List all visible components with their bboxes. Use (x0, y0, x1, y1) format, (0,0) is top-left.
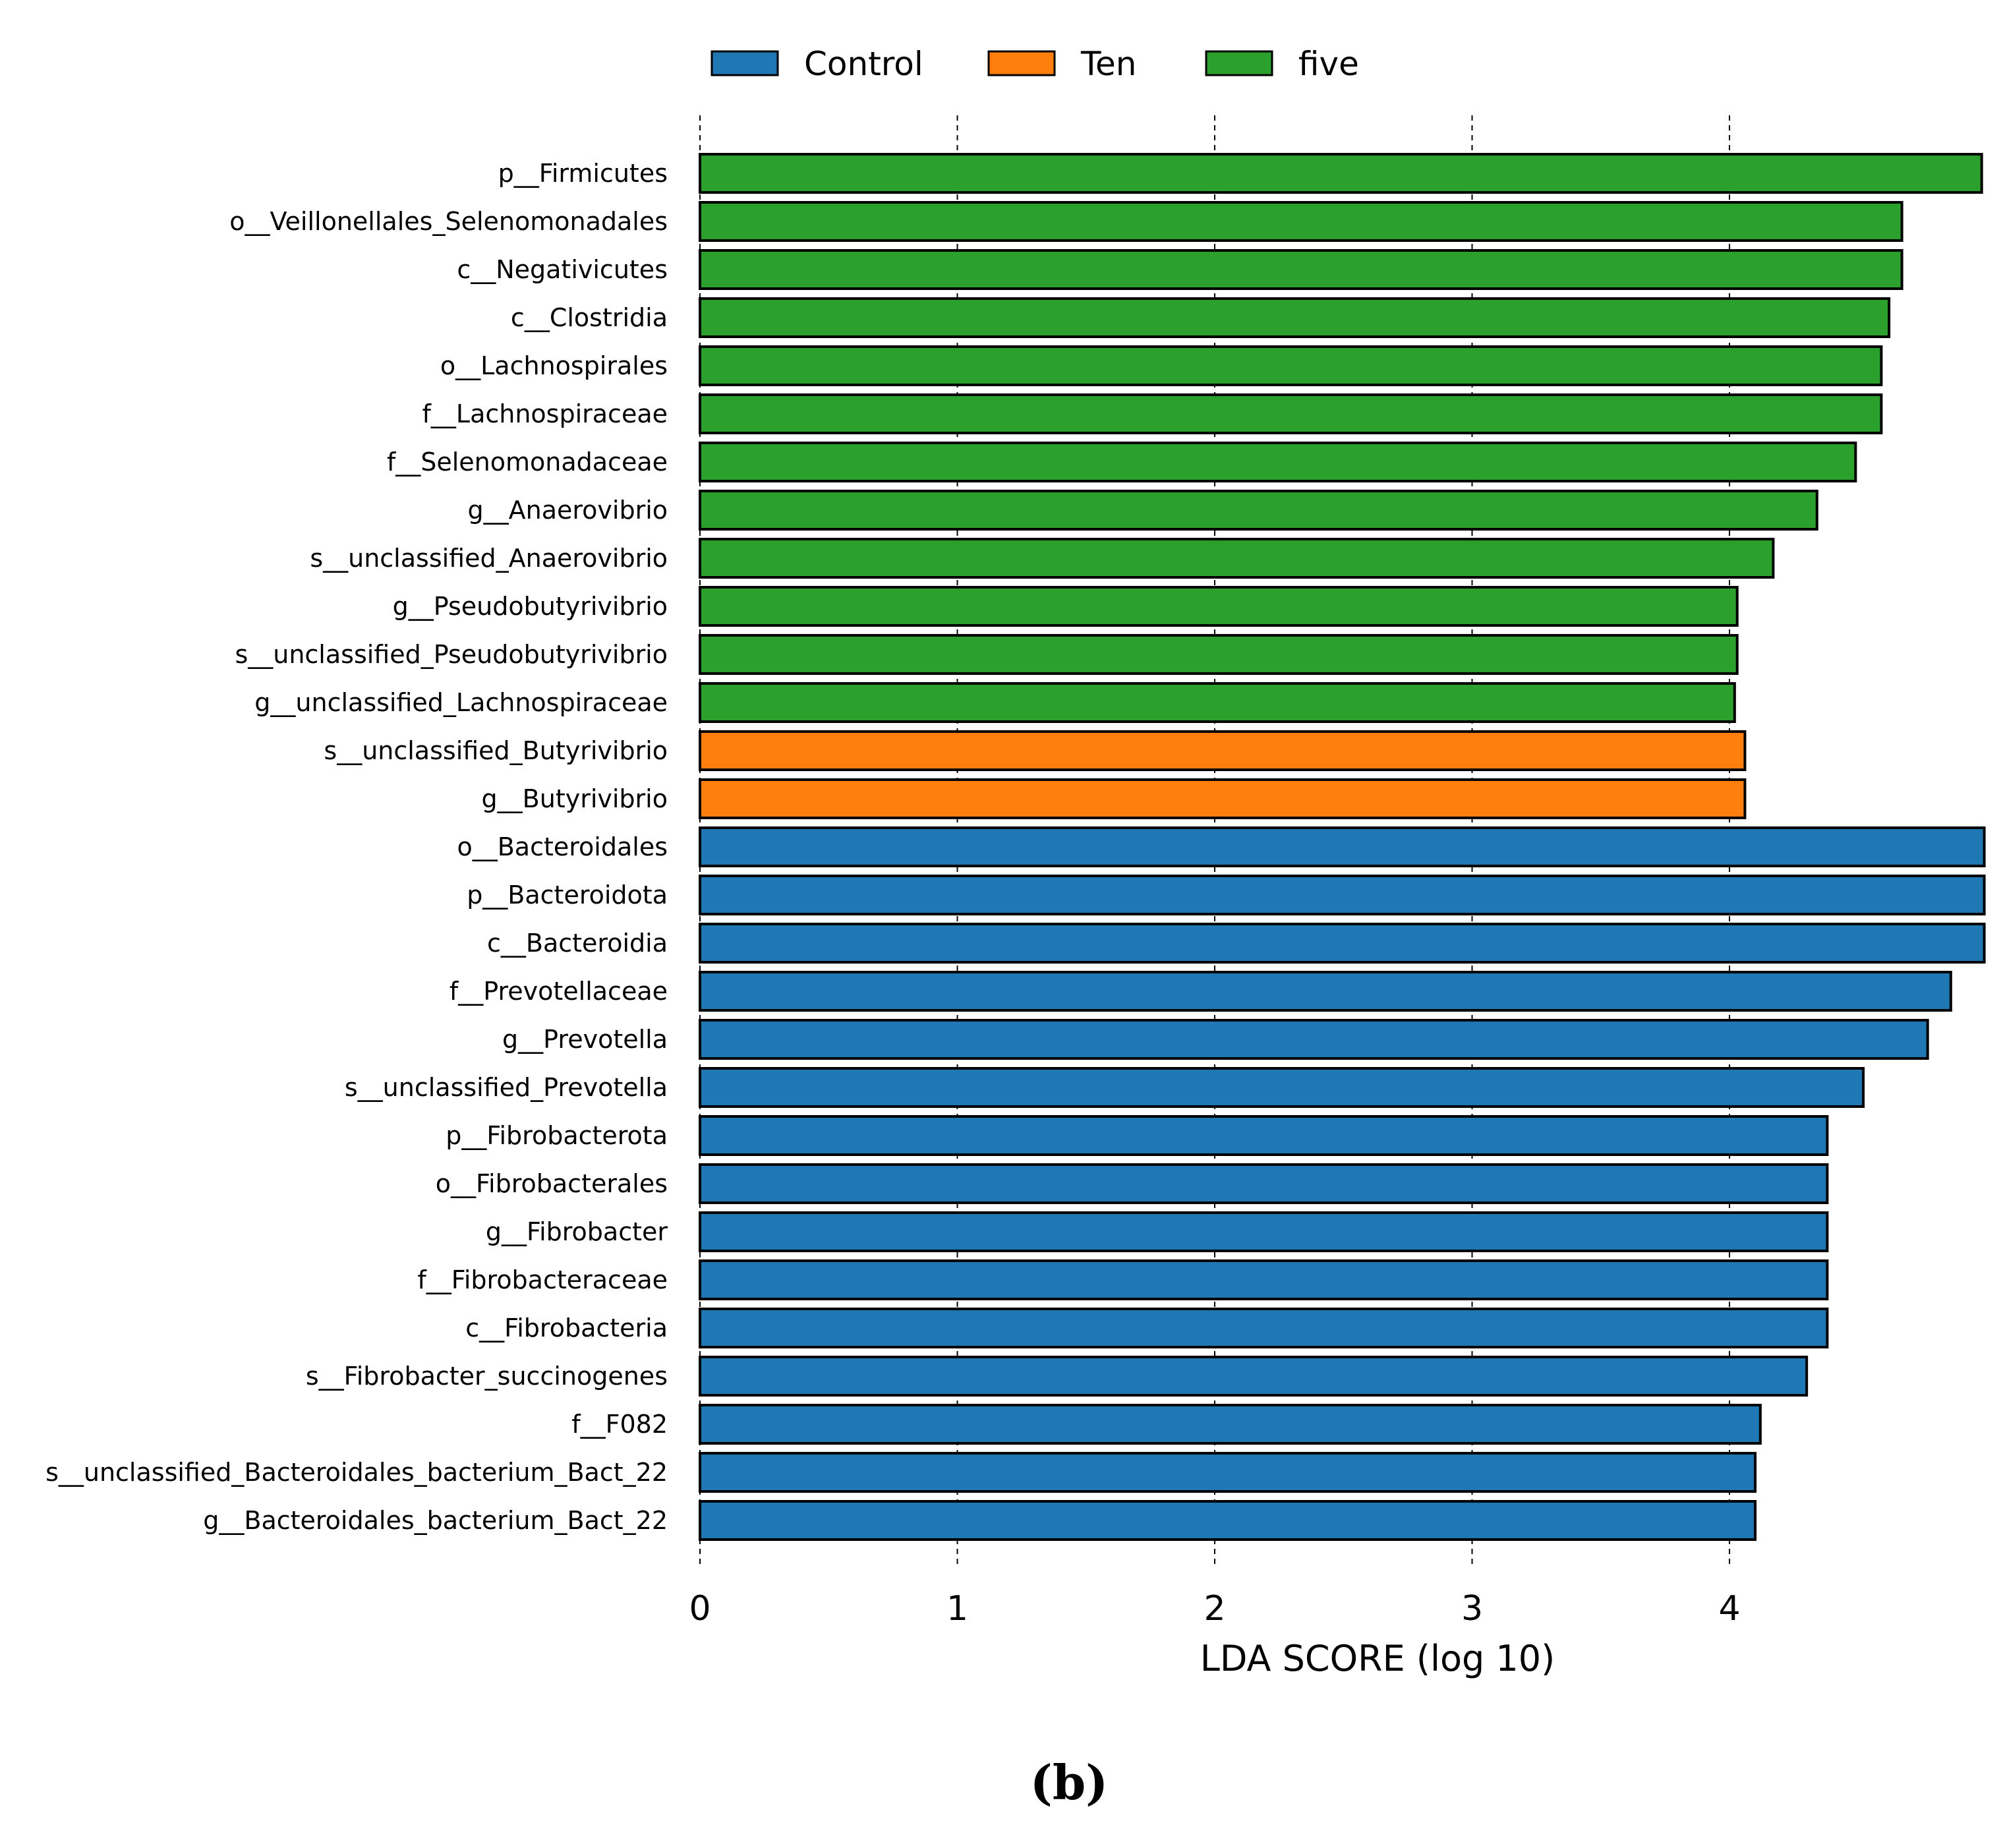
category-labels: p__Firmicutes o__Veillonellales_Selenomon… (45, 159, 668, 1535)
category-label-c__Bacteroidia: c__Bacteroidia (487, 929, 668, 958)
bar-f__Prevotellaceae (699, 971, 1952, 1012)
category-label-g__Butyrivibrio: g__Butyrivibrio (482, 784, 668, 813)
category-label-p__Firmicutes: p__Firmicutes (498, 159, 668, 188)
legend-label-five: five (1298, 45, 1359, 83)
category-label-f__Fibrobacteraceae: f__Fibrobacteraceae (417, 1265, 668, 1294)
category-label-f__Prevotellaceae: f__Prevotellaceae (450, 977, 668, 1006)
bar-g__Prevotella (699, 1019, 1929, 1060)
bar-g__Bacteroidales_bacterium_Bact_22 (699, 1500, 1757, 1541)
panel-label: (b) (1030, 1754, 1108, 1810)
bar-f__Selenomonadaceae (699, 442, 1857, 482)
bar-g__Pseudobutyrivibrio (699, 586, 1739, 627)
x-axis-title: LDA SCORE (log 10) (1200, 1638, 1555, 1679)
bar-g__unclassified_Lachnospiraceae (699, 682, 1736, 723)
category-label-o__Fibrobacterales: o__Fibrobacterales (436, 1169, 668, 1198)
legend-label-ten: Ten (1080, 45, 1137, 83)
bar-p__Firmicutes (699, 153, 1983, 194)
x-tick-label-0: 0 (689, 1589, 711, 1629)
category-label-f__Selenomonadaceae: f__Selenomonadaceae (387, 448, 668, 476)
x-tick-label-4: 4 (1718, 1589, 1740, 1629)
bar-s__unclassified_Butyrivibrio (699, 730, 1747, 771)
category-label-f__Lachnospiraceae: f__Lachnospiraceae (422, 399, 668, 428)
x-axis-ticks: 0 1 2 3 4 (689, 1589, 1740, 1629)
bar-c__Negativicutes (699, 249, 1903, 290)
bar-o__Lachnospirales (699, 345, 1883, 386)
category-label-o__Lachnospirales: o__Lachnospirales (440, 351, 668, 380)
category-label-c__Clostridia: c__Clostridia (511, 303, 668, 332)
bar-o__Veillonellales_Selenomonadales (699, 201, 1903, 242)
legend: Control Ten five (711, 45, 1359, 83)
category-label-s__unclassified_Anaerovibrio: s__unclassified_Anaerovibrio (310, 544, 668, 573)
bar-c__Fibrobacteria (699, 1308, 1829, 1348)
category-label-o__Bacteroidales: o__Bacteroidales (457, 832, 668, 861)
bar-s__unclassified_Pseudobutyrivibrio (699, 634, 1739, 675)
bar-o__Bacteroidales (699, 826, 1986, 867)
x-tick-label-1: 1 (946, 1589, 968, 1629)
bar-g__Butyrivibrio (699, 778, 1747, 819)
bar-g__Anaerovibrio (699, 490, 1818, 531)
category-label-g__Pseudobutyrivibrio: g__Pseudobutyrivibrio (393, 592, 668, 621)
legend-swatch-ten (987, 50, 1056, 76)
category-label-g__Fibrobacter: g__Fibrobacter (486, 1217, 668, 1246)
bar-f__F082 (699, 1404, 1762, 1445)
category-label-s__Fibrobacter_succinogenes: s__Fibrobacter_succinogenes (306, 1362, 668, 1391)
legend-swatch-five (1205, 50, 1273, 76)
legend-label-control: Control (804, 45, 923, 83)
bar-f__Lachnospiraceae (699, 393, 1883, 434)
category-label-g__Anaerovibrio: g__Anaerovibrio (468, 496, 668, 525)
category-label-f__F082: f__F082 (571, 1410, 668, 1439)
bar-p__Bacteroidota (699, 875, 1986, 915)
category-label-c__Negativicutes: c__Negativicutes (457, 255, 668, 284)
x-tick-label-2: 2 (1204, 1589, 1225, 1629)
category-label-c__Fibrobacteria: c__Fibrobacteria (465, 1314, 668, 1343)
bar-p__Fibrobacterota (699, 1115, 1829, 1156)
bars (699, 153, 1986, 1541)
bar-c__Clostridia (699, 297, 1891, 338)
bar-c__Bacteroidia (699, 923, 1986, 964)
category-label-p__Bacteroidota: p__Bacteroidota (467, 881, 668, 910)
bar-o__Fibrobacterales (699, 1163, 1829, 1204)
category-label-g__unclassified_Lachnospiraceae: g__unclassified_Lachnospiraceae (254, 688, 668, 717)
legend-swatch-control (711, 50, 779, 76)
bar-g__Fibrobacter (699, 1211, 1829, 1252)
category-label-s__unclassified_Prevotella: s__unclassified_Prevotella (345, 1073, 668, 1102)
category-label-p__Fibrobacterota: p__Fibrobacterota (446, 1121, 668, 1150)
category-label-s__unclassified_Pseudobutyrivibrio: s__unclassified_Pseudobutyrivibrio (235, 640, 668, 669)
category-label-g__Prevotella: g__Prevotella (502, 1025, 668, 1054)
category-label-g__Bacteroidales_bacterium_Bact_22: g__Bacteroidales_bacterium_Bact_22 (203, 1506, 668, 1535)
bar-s__unclassified_Anaerovibrio (699, 538, 1775, 579)
category-label-s__unclassified_Butyrivibrio: s__unclassified_Butyrivibrio (324, 736, 668, 765)
x-tick-label-3: 3 (1461, 1589, 1483, 1629)
category-label-s__unclassified_Bacteroidales_bacterium_Bact_22: s__unclassified_Bacteroidales_bacterium_… (45, 1458, 668, 1487)
bar-f__Fibrobacteraceae (699, 1259, 1829, 1300)
bar-s__unclassified_Prevotella (699, 1067, 1865, 1108)
bar-s__Fibrobacter_succinogenes (699, 1356, 1809, 1397)
category-label-o__Veillonellales_Selenomonadales: o__Veillonellales_Selenomonadales (229, 207, 668, 236)
bar-s__unclassified_Bacteroidales_bacterium_Bact_22 (699, 1452, 1757, 1493)
